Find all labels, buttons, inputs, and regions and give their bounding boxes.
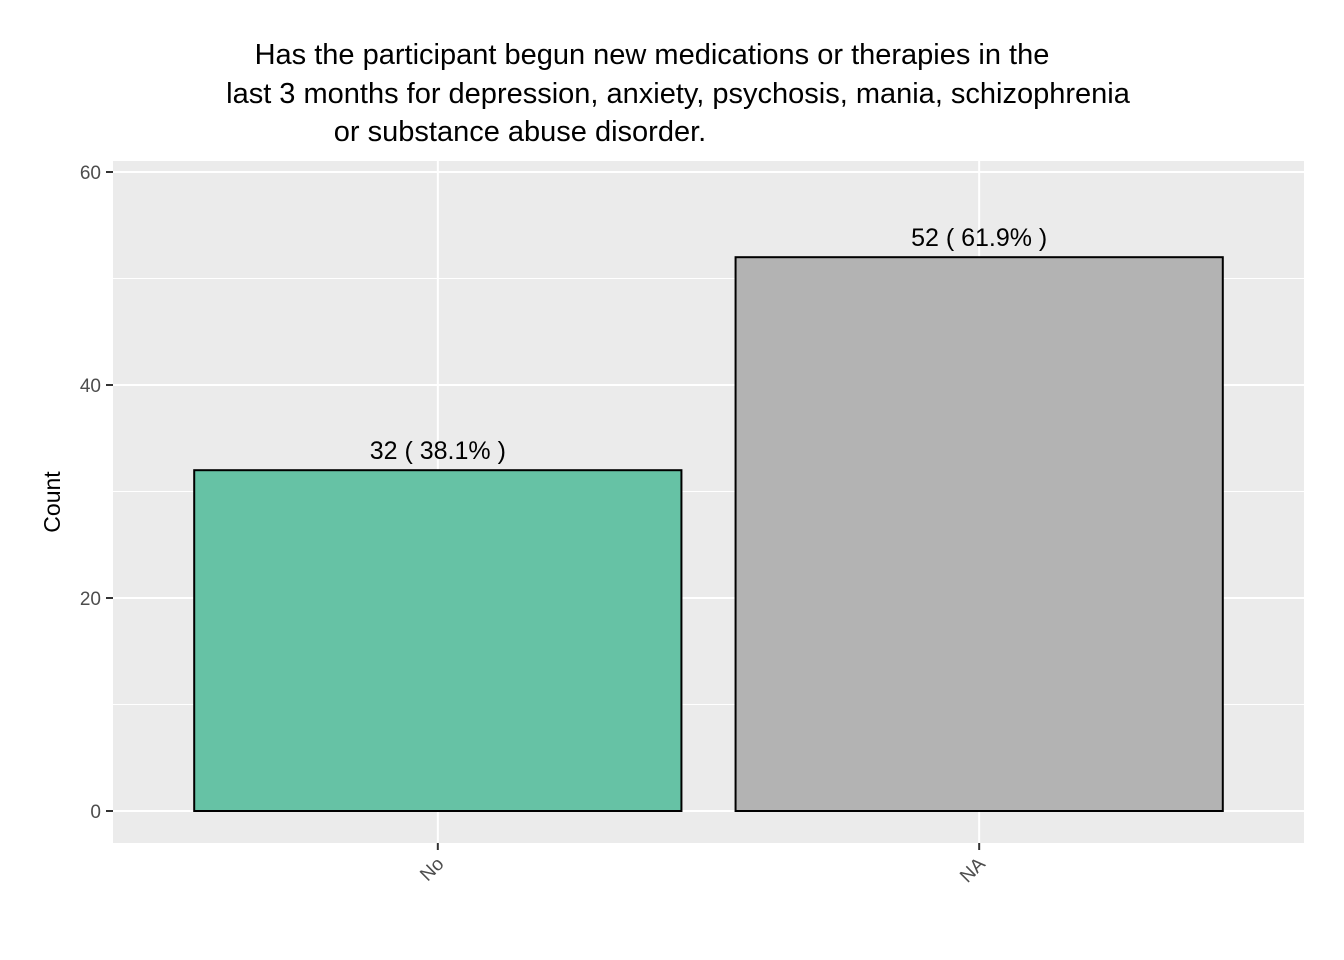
bars <box>193 256 1224 812</box>
y-tick-label: 40 <box>80 376 101 397</box>
bar-labels: 32 ( 38.1% ) 52 ( 61.9% ) <box>370 224 1048 465</box>
chart-title-line-2: last 3 months for depression, anxiety, p… <box>226 78 1131 110</box>
chart-title: Has the participant begun new medication… <box>226 39 1131 148</box>
bar-no <box>193 469 683 812</box>
y-axis-title: Count <box>39 471 65 533</box>
x-tick-label-no: No <box>416 854 448 886</box>
bar-label-na: 52 ( 61.9% ) <box>911 224 1047 252</box>
bar-label-no: 32 ( 38.1% ) <box>370 437 506 465</box>
y-tick-label: 20 <box>80 589 101 610</box>
x-axis: No NA <box>416 843 990 887</box>
y-tick-label: 0 <box>90 802 101 823</box>
bar-na <box>734 256 1224 812</box>
chart-title-line-3: or substance abuse disorder. <box>334 116 706 148</box>
y-axis: 0 20 40 60 <box>80 163 113 823</box>
chart-title-line-1: Has the participant begun new medication… <box>255 39 1050 71</box>
x-tick-label-na: NA <box>956 853 990 887</box>
y-tick-label: 60 <box>80 163 101 184</box>
